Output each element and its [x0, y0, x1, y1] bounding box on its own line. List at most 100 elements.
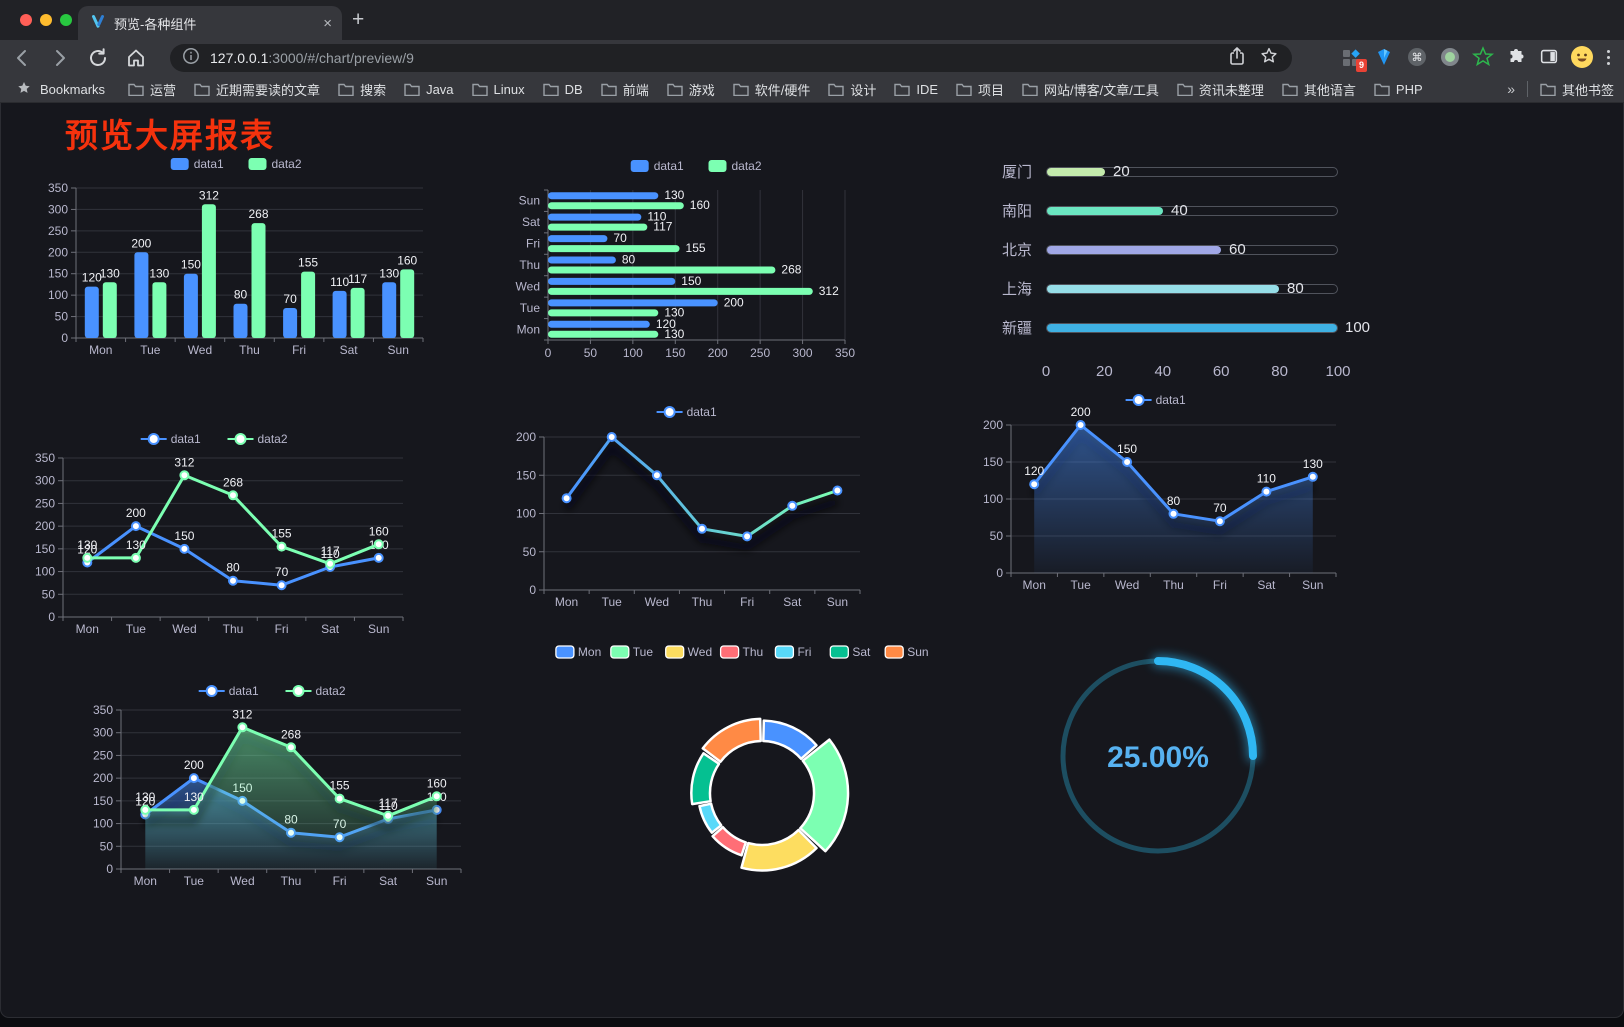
svg-text:200: 200 — [724, 295, 744, 309]
svg-text:350: 350 — [835, 346, 855, 360]
svg-text:Tue: Tue — [602, 595, 623, 609]
bookmark-folder[interactable]: 资讯未整理 — [1168, 80, 1273, 99]
svg-text:70: 70 — [613, 231, 627, 245]
svg-text:268: 268 — [248, 207, 268, 221]
new-tab-button[interactable]: + — [352, 8, 365, 31]
svg-text:155: 155 — [330, 779, 350, 793]
extensions-puzzle-icon[interactable] — [1504, 45, 1528, 69]
svg-text:200: 200 — [93, 771, 113, 785]
svg-text:200: 200 — [131, 236, 151, 250]
chart-progress-bars[interactable]: 厦门 20 南阳 40 北京 60 上海 80 新疆 100 0 20 40 60 80 100 — [986, 152, 1370, 387]
chart-gradient-line[interactable]: 0 50 100 150 200 Mon Tue Wed Thu Fri Sat Sun data1 — [506, 398, 876, 612]
svg-text:110: 110 — [647, 210, 666, 224]
bookmark-folder[interactable]: PHP — [1365, 82, 1429, 97]
extension-green-star-icon[interactable] — [1471, 45, 1495, 69]
share-icon[interactable] — [1226, 45, 1248, 72]
svg-text:Sun: Sun — [827, 595, 848, 609]
svg-text:Thu: Thu — [281, 874, 302, 888]
browser-tab[interactable]: 预览-各种组件 × — [78, 6, 342, 40]
svg-text:312: 312 — [232, 707, 252, 721]
bookmarks-overflow-chevron[interactable]: » — [1507, 81, 1515, 97]
bookmark-folder[interactable]: 项目 — [947, 80, 1013, 99]
svg-text:Tue: Tue — [633, 645, 654, 659]
bookmarks-star-icon — [16, 80, 32, 99]
svg-text:50: 50 — [100, 839, 114, 853]
progress-label: 上海 — [1001, 281, 1032, 298]
progress-axis-tick: 0 — [1041, 363, 1051, 380]
svg-text:130: 130 — [100, 266, 120, 280]
close-window-button[interactable] — [20, 14, 32, 26]
svg-text:120: 120 — [82, 271, 102, 285]
extension-gem-icon[interactable] — [1372, 45, 1396, 69]
svg-text:Sun: Sun — [388, 343, 409, 357]
other-bookmarks-folder[interactable]: 其他书签 — [1538, 80, 1616, 99]
svg-text:0: 0 — [529, 583, 536, 597]
zoom-window-button[interactable] — [60, 14, 72, 26]
svg-text:350: 350 — [35, 451, 55, 465]
bookmark-folder-label: 游戏 — [688, 82, 715, 98]
svg-text:130: 130 — [664, 188, 684, 202]
chart-grouped-bar[interactable]: 0 50 100 150 200 250 300 350 Mon Tue Wed Thu Fri Sat S… — [41, 150, 436, 362]
svg-text:Sat: Sat — [852, 645, 871, 659]
progress-row: 北京 60 — [986, 230, 1358, 269]
chart-single-area[interactable]: 0 50 100 150 200 Mon Tue Wed Thu Fri Sat Sun 120 200 1… — [971, 386, 1349, 598]
svg-text:Mon: Mon — [76, 622, 99, 636]
bookmark-folder[interactable]: 运营 — [119, 80, 185, 99]
url-text[interactable]: 127.0.0.1:3000/#/chart/preview/9 — [210, 50, 1216, 66]
bookmarks-right: » 其他书签 — [1499, 76, 1616, 102]
bookmark-folder[interactable]: 近期需要读的文章 — [185, 80, 329, 99]
svg-text:25.00%: 25.00% — [1107, 741, 1209, 774]
back-icon[interactable] — [10, 46, 34, 75]
bookmark-folder[interactable]: IDE — [885, 82, 947, 97]
svg-text:300: 300 — [48, 202, 68, 216]
svg-text:Sun: Sun — [907, 645, 928, 659]
reload-icon[interactable] — [86, 46, 110, 75]
tab-close-icon[interactable]: × — [323, 14, 332, 32]
svg-text:Sat: Sat — [783, 595, 802, 609]
forward-icon[interactable] — [48, 46, 72, 75]
svg-text:160: 160 — [369, 524, 389, 538]
progress-fill — [1047, 323, 1337, 332]
extension-command-icon[interactable]: ⌘ — [1405, 45, 1429, 69]
bookmark-folder-label: 前端 — [622, 82, 649, 98]
extension-grid-icon[interactable]: 9 — [1339, 45, 1367, 72]
bookmark-folder[interactable]: 软件/硬件 — [724, 80, 820, 99]
progress-label: 北京 — [1001, 242, 1032, 259]
chart-two-areas[interactable]: 0 50 100 150 200 250 300 350 Mon Tue Wed Thu Fri Sat S… — [79, 677, 474, 891]
url-bar[interactable]: 127.0.0.1:3000/#/chart/preview/9 — [170, 44, 1292, 72]
svg-text:50: 50 — [55, 310, 69, 324]
profile-avatar[interactable] — [1570, 45, 1594, 69]
progress-fill — [1047, 167, 1105, 176]
minimize-window-button[interactable] — [40, 14, 52, 26]
browser-menu-icon[interactable] — [1603, 49, 1614, 65]
svg-text:0: 0 — [106, 862, 113, 876]
svg-text:70: 70 — [283, 292, 297, 306]
chart-gauge-percent[interactable]: 25.00% — [1045, 640, 1271, 872]
bookmark-folder[interactable]: Java — [395, 82, 462, 97]
bookmark-folder[interactable]: 前端 — [592, 80, 658, 99]
svg-text:117: 117 — [653, 220, 672, 234]
svg-text:100: 100 — [983, 492, 1003, 506]
bookmarks-label[interactable]: Bookmarks — [40, 81, 106, 97]
svg-text:155: 155 — [298, 256, 318, 270]
chart-horizontal-bar[interactable]: 0 50 100 150 200 250 300 350 Mon Tue Wed Thu Fri Sat S… — [506, 152, 891, 364]
bookmark-folder[interactable]: DB — [534, 82, 592, 97]
info-icon[interactable] — [182, 47, 200, 70]
extension-record-icon[interactable] — [1438, 45, 1462, 69]
svg-text:Wed: Wed — [1115, 578, 1139, 592]
svg-text:150: 150 — [48, 267, 68, 281]
bookmark-folder[interactable]: 搜索 — [329, 80, 395, 99]
progress-axis-tick: 80 — [1271, 363, 1288, 380]
bookmark-folder[interactable]: 游戏 — [658, 80, 724, 99]
bookmark-folder[interactable]: 设计 — [819, 80, 885, 99]
svg-text:250: 250 — [35, 496, 55, 510]
bookmark-folder[interactable]: Linux — [463, 82, 534, 97]
sidebar-toggle-icon[interactable] — [1537, 45, 1561, 69]
home-icon[interactable] — [124, 46, 148, 75]
bookmark-folder[interactable]: 其他语言 — [1273, 80, 1365, 99]
svg-text:117: 117 — [379, 796, 398, 810]
bookmark-star-icon[interactable] — [1258, 45, 1280, 72]
bookmark-folder[interactable]: 网站/博客/文章/工具 — [1013, 80, 1168, 99]
chart-two-lines[interactable]: 0 50 100 150 200 250 300 350 Mon Tue Wed Thu Fri Sat S… — [21, 425, 416, 637]
chart-rose-donut[interactable]: Mon Tue Wed Thu Fri Sat Sun — [546, 638, 938, 888]
